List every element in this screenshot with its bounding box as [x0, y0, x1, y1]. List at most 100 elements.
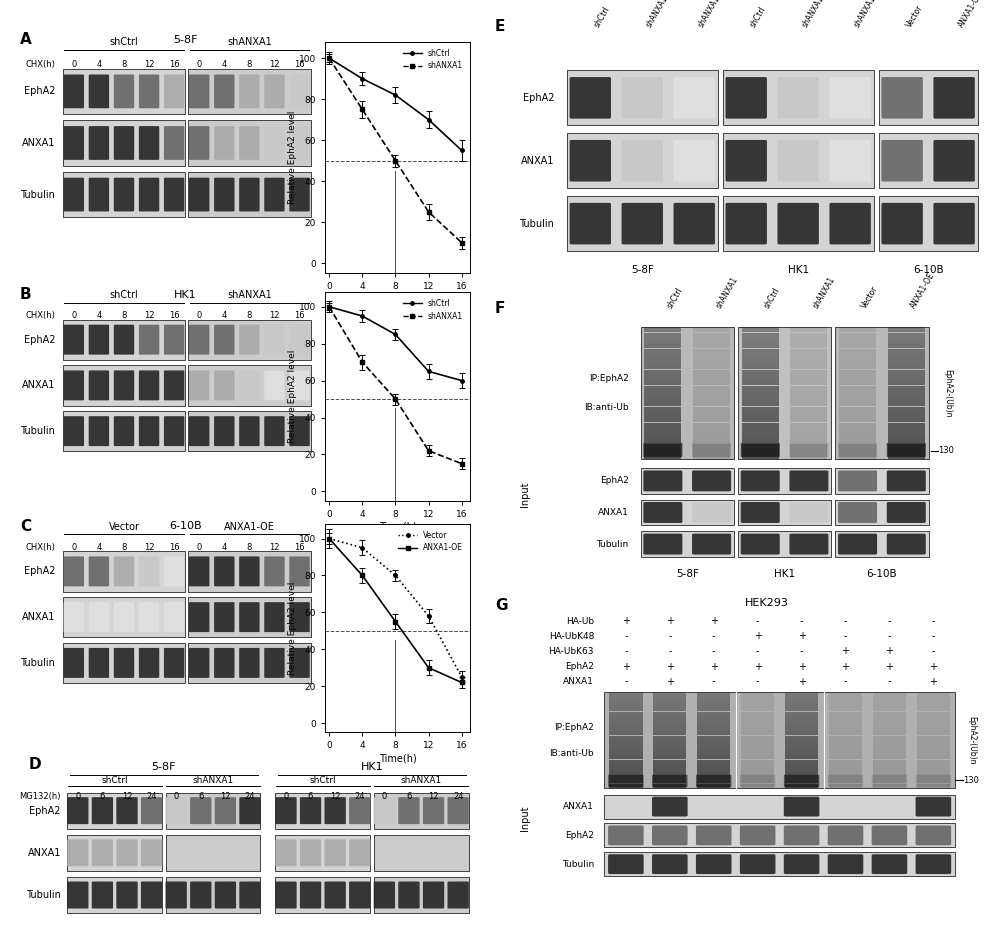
Bar: [888, 354, 925, 359]
Bar: [839, 370, 876, 375]
Bar: [742, 338, 779, 343]
Bar: [839, 444, 876, 449]
Bar: [742, 343, 779, 349]
Bar: [829, 769, 862, 774]
Bar: [693, 444, 730, 449]
Bar: [839, 386, 876, 390]
FancyBboxPatch shape: [881, 140, 923, 182]
FancyBboxPatch shape: [64, 371, 84, 400]
FancyBboxPatch shape: [264, 556, 285, 587]
FancyBboxPatch shape: [300, 839, 321, 867]
Text: HA-UbK48: HA-UbK48: [549, 632, 594, 641]
FancyBboxPatch shape: [214, 371, 234, 400]
Text: +: +: [710, 662, 718, 671]
Bar: [697, 769, 730, 774]
Text: ANXA1-OE: ANXA1-OE: [957, 0, 984, 30]
Bar: [644, 401, 681, 406]
Bar: [790, 370, 827, 375]
Bar: [653, 759, 686, 764]
Text: C: C: [20, 519, 31, 534]
Bar: [697, 774, 730, 779]
Bar: [693, 349, 730, 353]
FancyBboxPatch shape: [828, 775, 863, 787]
Bar: [873, 779, 906, 783]
FancyBboxPatch shape: [872, 825, 907, 845]
Text: 6: 6: [198, 792, 203, 801]
Text: 16: 16: [169, 543, 179, 552]
Bar: [697, 726, 730, 730]
FancyBboxPatch shape: [570, 77, 611, 119]
Bar: [829, 750, 862, 755]
Text: 6: 6: [308, 792, 313, 801]
Text: -: -: [800, 646, 803, 656]
Bar: [888, 444, 925, 449]
FancyBboxPatch shape: [828, 825, 863, 845]
Text: Vector: Vector: [108, 522, 139, 532]
Bar: [917, 736, 950, 741]
FancyBboxPatch shape: [692, 443, 731, 457]
Bar: [785, 692, 818, 697]
Bar: [741, 755, 774, 759]
Bar: [790, 401, 827, 406]
Bar: [693, 412, 730, 417]
Bar: [873, 692, 906, 697]
Bar: [63, 69, 185, 114]
Bar: [609, 726, 643, 730]
Bar: [742, 407, 779, 412]
Text: shANXA1: shANXA1: [227, 290, 272, 300]
Bar: [741, 765, 774, 769]
Text: 24: 24: [146, 792, 157, 801]
Bar: [917, 765, 950, 769]
Bar: [888, 327, 925, 333]
FancyBboxPatch shape: [264, 126, 285, 159]
Text: shANXA1: shANXA1: [401, 776, 442, 784]
FancyBboxPatch shape: [239, 648, 260, 678]
Bar: [829, 736, 862, 741]
Text: 0: 0: [382, 792, 387, 801]
FancyBboxPatch shape: [692, 470, 731, 491]
Bar: [644, 391, 681, 396]
Text: EphA2: EphA2: [24, 86, 55, 96]
Bar: [693, 407, 730, 412]
Bar: [873, 750, 906, 755]
Bar: [693, 338, 730, 343]
FancyBboxPatch shape: [789, 470, 828, 491]
Text: +: +: [622, 662, 630, 671]
FancyBboxPatch shape: [289, 416, 310, 446]
Bar: [888, 375, 925, 380]
Bar: [742, 354, 779, 359]
Bar: [609, 769, 643, 774]
FancyBboxPatch shape: [166, 797, 187, 824]
Bar: [641, 327, 734, 460]
Bar: [790, 359, 827, 364]
Text: 8: 8: [121, 543, 127, 552]
Bar: [63, 597, 185, 637]
Bar: [888, 454, 925, 460]
Bar: [609, 692, 643, 697]
Text: 4: 4: [96, 543, 102, 552]
Text: EphA2: EphA2: [523, 93, 554, 103]
Text: -: -: [668, 631, 672, 641]
Bar: [790, 417, 827, 423]
Bar: [829, 707, 862, 711]
FancyBboxPatch shape: [643, 534, 682, 554]
Bar: [653, 702, 686, 706]
FancyBboxPatch shape: [189, 556, 209, 587]
Bar: [63, 121, 185, 166]
Bar: [741, 730, 774, 735]
Bar: [742, 359, 779, 364]
Bar: [790, 349, 827, 353]
FancyBboxPatch shape: [114, 126, 134, 159]
Bar: [653, 726, 686, 730]
Text: 12: 12: [144, 543, 154, 552]
FancyBboxPatch shape: [300, 882, 321, 908]
Text: 12: 12: [220, 792, 231, 801]
Bar: [829, 692, 862, 697]
Bar: [166, 793, 260, 829]
Bar: [790, 449, 827, 454]
Text: -: -: [668, 646, 672, 656]
Text: -: -: [844, 677, 847, 687]
FancyBboxPatch shape: [674, 203, 715, 245]
Bar: [609, 759, 643, 764]
Text: shANXA1: shANXA1: [714, 275, 739, 310]
